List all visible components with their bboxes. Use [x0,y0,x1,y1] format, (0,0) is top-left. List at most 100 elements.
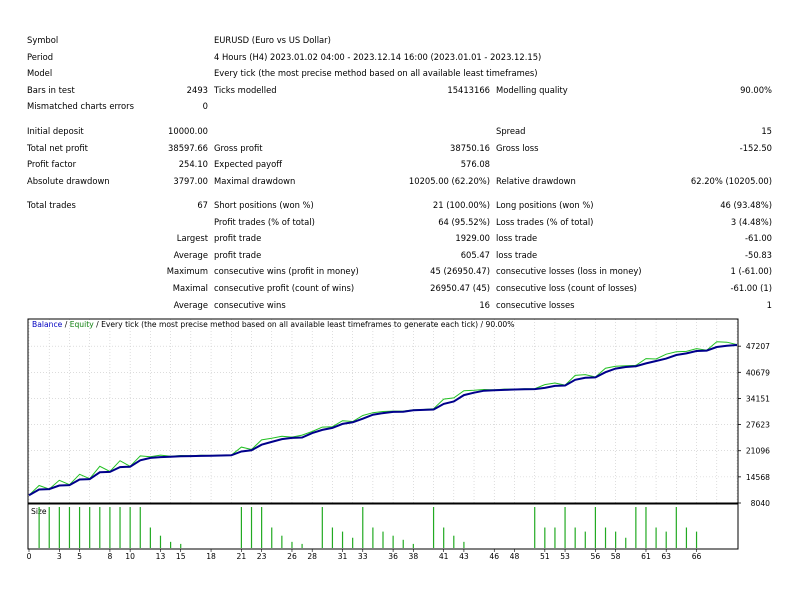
y-tick-label: 27623 [746,421,770,430]
x-tick-label: 41 [438,552,449,561]
x-tick-label: 58 [610,552,621,561]
payoff-value: 576.08 [460,159,490,169]
mismatch-value: 0 [202,101,208,111]
x-tick-label: 21 [236,552,247,561]
x-tick-label: 56 [590,552,601,561]
x-tick-label: 46 [489,552,500,561]
average-pt-value: 605.47 [460,250,490,260]
spread-label: Spread [496,126,526,136]
deposit-label: Initial deposit [27,126,84,136]
y-tick-label: 8040 [751,499,770,508]
long-value: 46 (93.48%) [720,200,772,210]
lt-label: Loss trades (% of total) [496,217,594,227]
x-tick-label: 3 [56,552,62,561]
avg-cw-value: 16 [479,300,490,310]
max-cl-value: 1 (-61.00) [730,266,772,276]
quality-value: 90.00% [740,85,772,95]
x-tick-label: 33 [357,552,368,561]
volume-bars [38,507,698,548]
y-axis-ticks: 47207 40679 34151 27623 21096 14568 8040 [738,342,770,508]
deposit-value: 10000.00 [168,126,208,136]
x-tick-label: 28 [307,552,318,561]
average-pt-label: profit trade [214,250,262,260]
x-tick-label: 51 [539,552,550,561]
x-tick-label: 48 [509,552,520,561]
grossprofit-value: 38750.16 [450,143,490,153]
x-tick-label: 36 [388,552,398,561]
x-axis-ticks [28,549,697,552]
average2-label: Average [173,300,208,310]
largest-lt-value: -61.00 [745,233,772,243]
x-tick-label: 26 [287,552,297,561]
average-lt-label: loss trade [496,250,538,260]
x-tick-label: 23 [256,552,267,561]
model-label: Model [27,68,53,78]
model-value: Every tick (the most precise method base… [214,68,538,78]
maxdd-label: Maximal drawdown [214,176,296,186]
equity-line [28,341,738,496]
reldd-label: Relative drawdown [496,176,576,186]
y-tick-label: 14568 [746,473,770,482]
chart-grid [28,319,738,504]
main-plot-frame [27,318,739,504]
bars-label: Bars in test [27,85,75,95]
pt-label: Profit trades (% of total) [214,217,315,227]
mxl-cl-label: consecutive loss (count of losses) [496,283,637,293]
absdd-label: Absolute drawdown [27,176,110,186]
y-tick-label: 21096 [746,447,770,456]
maximal-label: Maximal [172,283,208,293]
chart-title: Balance / Equity / Every tick (the most … [32,320,514,329]
balance-equity-chart: Balance / Equity / Every tick (the most … [27,318,770,552]
max-cw-value: 45 (26950.47) [430,266,490,276]
netprofit-label: Total net profit [27,143,88,153]
largest-pt-label: profit trade [214,233,262,243]
avg-cl-label: consecutive losses [496,300,575,310]
netprofit-value: 38597.66 [168,143,208,153]
ticks-value: 15413166 [447,85,490,95]
short-value: 21 (100.00%) [432,200,490,210]
pf-label: Profit factor [27,159,77,169]
x-tick-label: 53 [560,552,570,561]
max-cw-label: consecutive wins (profit in money) [214,266,359,276]
long-label: Long positions (won %) [496,200,594,210]
absdd-value: 3797.00 [173,176,208,186]
symbol-label: Symbol [27,35,59,45]
ticks-label: Ticks modelled [214,85,277,95]
x-tick-label: 31 [337,552,348,561]
x-tick-label: 8 [107,552,113,561]
grossloss-value: -152.50 [739,143,772,153]
x-tick-label: 15 [175,552,186,561]
x-tick-label: 66 [691,552,702,561]
largest-label: Largest [176,233,208,243]
average-label: Average [173,250,208,260]
maximum-label: Maximum [166,266,208,276]
chart-title-rest: / Every tick (the most precise method ba… [94,320,515,329]
bars-value: 2493 [186,85,208,95]
spread-value: 15 [761,126,772,136]
trades-value: 67 [197,200,208,210]
trades-label: Total trades [27,200,76,210]
pf-value: 254.10 [178,159,208,169]
pt-value: 64 (95.52%) [438,217,490,227]
mismatch-label: Mismatched charts errors [27,101,134,111]
x-tick-label: 10 [125,552,135,561]
average-lt-value: -50.83 [745,250,772,260]
avg-cw-label: consecutive wins [214,300,286,310]
symbol-value: EURUSD (Euro vs US Dollar) [214,35,331,45]
x-tick-label: 63 [661,552,672,561]
grossprofit-label: Gross profit [214,143,263,153]
mxl-cp-value: 26950.47 (45) [430,283,490,293]
grossloss-label: Gross loss [496,143,539,153]
maxdd-value: 10205.00 (62.20%) [408,176,490,186]
reldd-value: 62.20% (10205.00) [690,176,772,186]
volume-plot-frame [27,503,739,550]
payoff-label: Expected payoff [214,159,283,169]
period-value: 4 Hours (H4) 2023.01.02 04:00 - 2023.12.… [214,52,542,62]
quality-label: Modelling quality [496,85,568,95]
lt-value: 3 (4.48%) [730,217,772,227]
largest-lt-label: loss trade [496,233,538,243]
largest-pt-value: 1929.00 [455,233,490,243]
mxl-cl-value: -61.00 (1) [730,283,772,293]
x-tick-label: 61 [641,552,651,561]
mxl-cp-label: consecutive profit (count of wins) [214,283,355,293]
